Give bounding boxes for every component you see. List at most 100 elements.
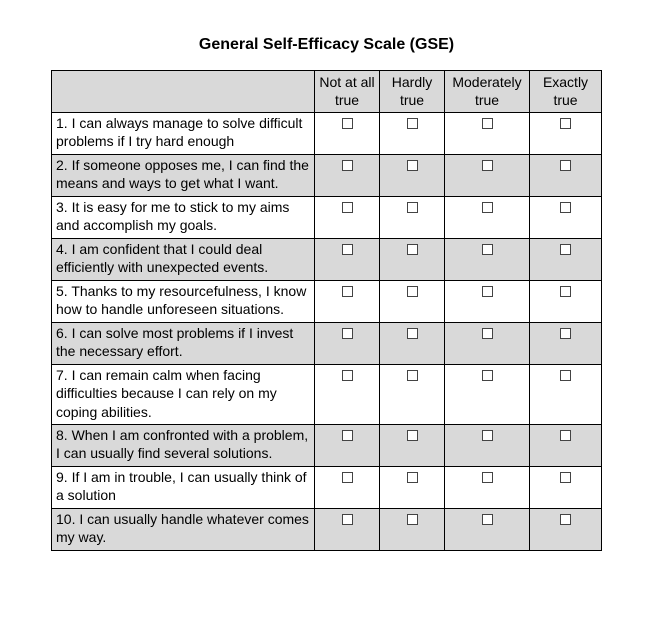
checkbox-q1-hardly[interactable] — [406, 117, 418, 129]
checkbox-q8-not-at-all[interactable] — [341, 429, 353, 441]
answer-cell — [444, 111, 530, 155]
answer-cell — [444, 465, 530, 509]
answer-cell — [314, 195, 380, 239]
checkbox-q4-exactly[interactable] — [560, 243, 571, 255]
checkbox-q2-hardly[interactable] — [406, 159, 418, 171]
checkbox-q9-hardly[interactable] — [406, 471, 418, 483]
checkbox-q6-exactly[interactable] — [560, 327, 571, 339]
answer-cell — [379, 465, 445, 509]
table-row-q10: 10. I can usually handle whatever comes … — [51, 507, 602, 551]
answer-cell — [379, 111, 445, 155]
corner-cell — [51, 70, 315, 113]
answer-cell — [444, 423, 530, 467]
checkbox-q8-exactly[interactable] — [560, 429, 571, 441]
answer-cell — [379, 507, 445, 551]
question-text-q3: 3. It is easy for me to stick to my aims… — [51, 195, 315, 239]
checkbox-q5-exactly[interactable] — [560, 285, 571, 297]
question-text-q9: 9. If I am in trouble, I can usually thi… — [51, 465, 315, 509]
checkbox-q7-moderately[interactable] — [481, 369, 493, 381]
answer-cell — [314, 507, 380, 551]
question-text-q8: 8. When I am confronted with a problem, … — [51, 423, 315, 467]
checkbox-q7-exactly[interactable] — [560, 369, 571, 381]
question-text-q2: 2. If someone opposes me, I can find the… — [51, 153, 315, 197]
checkbox-q6-not-at-all[interactable] — [341, 327, 353, 339]
checkbox-q4-hardly[interactable] — [406, 243, 418, 255]
checkbox-q6-hardly[interactable] — [406, 327, 418, 339]
checkbox-q4-moderately[interactable] — [481, 243, 493, 255]
answer-cell — [314, 153, 380, 197]
table-row-q2: 2. If someone opposes me, I can find the… — [51, 153, 602, 197]
column-header-not-at-all-true: Not at all true — [314, 70, 380, 113]
answer-cell — [444, 279, 530, 323]
question-text-q4: 4. I am confident that I could deal effi… — [51, 237, 315, 281]
table-row-q9: 9. If I am in trouble, I can usually thi… — [51, 465, 602, 509]
checkbox-q10-hardly[interactable] — [406, 513, 418, 525]
checkbox-q1-not-at-all[interactable] — [341, 117, 353, 129]
checkbox-q3-exactly[interactable] — [560, 201, 571, 213]
question-text-q5: 5. Thanks to my resourcefulness, I know … — [51, 279, 315, 323]
answer-cell — [529, 195, 602, 239]
answer-cell — [529, 363, 602, 425]
checkbox-q9-moderately[interactable] — [481, 471, 493, 483]
answer-cell — [379, 363, 445, 425]
checkbox-q2-exactly[interactable] — [560, 159, 571, 171]
checkbox-q4-not-at-all[interactable] — [341, 243, 353, 255]
answer-cell — [529, 465, 602, 509]
answer-cell — [379, 153, 445, 197]
table-row-q5: 5. Thanks to my resourcefulness, I know … — [51, 279, 602, 323]
checkbox-q7-not-at-all[interactable] — [341, 369, 353, 381]
table-row-q3: 3. It is easy for me to stick to my aims… — [51, 195, 602, 239]
gse-table: Not at all true Hardly true Moderately t… — [51, 70, 602, 551]
question-text-q10: 10. I can usually handle whatever comes … — [51, 507, 315, 551]
checkbox-q3-not-at-all[interactable] — [341, 201, 353, 213]
checkbox-q9-exactly[interactable] — [560, 471, 571, 483]
column-header-exactly-true: Exactly true — [529, 70, 602, 113]
checkbox-q10-exactly[interactable] — [560, 513, 571, 525]
checkbox-q2-moderately[interactable] — [481, 159, 493, 171]
checkbox-q1-exactly[interactable] — [560, 117, 571, 129]
checkbox-q8-moderately[interactable] — [481, 429, 493, 441]
answer-cell — [444, 153, 530, 197]
answer-cell — [314, 321, 380, 365]
checkbox-q5-hardly[interactable] — [406, 285, 418, 297]
checkbox-q10-not-at-all[interactable] — [341, 513, 353, 525]
answer-cell — [314, 465, 380, 509]
answer-cell — [444, 321, 530, 365]
column-header-moderately-true: Moderately true — [444, 70, 530, 113]
checkbox-q6-moderately[interactable] — [481, 327, 493, 339]
table-row-q7: 7. I can remain calm when facing difficu… — [51, 363, 602, 425]
answer-cell — [444, 507, 530, 551]
column-header-hardly-true: Hardly true — [379, 70, 445, 113]
answer-cell — [379, 279, 445, 323]
answer-cell — [314, 363, 380, 425]
checkbox-q7-hardly[interactable] — [406, 369, 418, 381]
table-row-q6: 6. I can solve most problems if I invest… — [51, 321, 602, 365]
table-row-q8: 8. When I am confronted with a problem, … — [51, 423, 602, 467]
checkbox-q3-hardly[interactable] — [406, 201, 418, 213]
answer-cell — [379, 423, 445, 467]
checkbox-q2-not-at-all[interactable] — [341, 159, 353, 171]
answer-cell — [529, 237, 602, 281]
checkbox-q5-moderately[interactable] — [481, 285, 493, 297]
table-row-q4: 4. I am confident that I could deal effi… — [51, 237, 602, 281]
table-row-q1: 1. I can always manage to solve difficul… — [51, 111, 602, 155]
checkbox-q10-moderately[interactable] — [481, 513, 493, 525]
answer-cell — [529, 507, 602, 551]
answer-cell — [314, 279, 380, 323]
answer-cell — [529, 111, 602, 155]
checkbox-q8-hardly[interactable] — [406, 429, 418, 441]
answer-cell — [444, 237, 530, 281]
answer-cell — [379, 195, 445, 239]
page-title: General Self-Efficacy Scale (GSE) — [198, 36, 455, 53]
answer-cell — [444, 363, 530, 425]
checkbox-q3-moderately[interactable] — [481, 201, 493, 213]
question-text-q1: 1. I can always manage to solve difficul… — [51, 111, 315, 155]
answer-cell — [444, 195, 530, 239]
checkbox-q9-not-at-all[interactable] — [341, 471, 353, 483]
answer-cell — [529, 153, 602, 197]
checkbox-q5-not-at-all[interactable] — [341, 285, 353, 297]
answer-cell — [379, 321, 445, 365]
checkbox-q1-moderately[interactable] — [481, 117, 493, 129]
answer-cell — [529, 279, 602, 323]
